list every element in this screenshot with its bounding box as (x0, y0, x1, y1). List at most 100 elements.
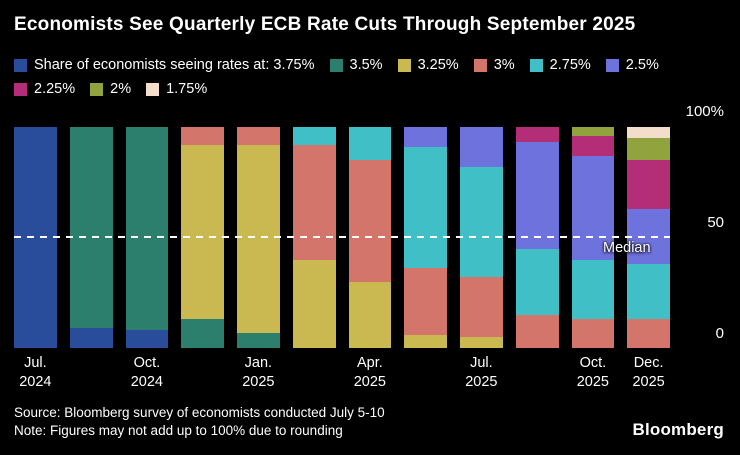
bar-segment-1-75pct (627, 127, 670, 139)
y-tick-100: 100% (685, 103, 724, 120)
legend-swatch-icon (329, 58, 343, 72)
bar-segment-3-25pct (460, 336, 503, 348)
bar-segment-2-75pct (460, 166, 503, 278)
bar-segment-2-25pct (627, 160, 670, 209)
rounding-note: Note: Figures may not add up to 100% due… (14, 423, 343, 438)
stacked-bar-jan-2025 (237, 127, 280, 348)
bar-segment-2-5pct (515, 142, 559, 249)
stacked-bar-dec-2024 (181, 127, 224, 348)
bar-segment-3-75pct (69, 328, 113, 348)
legend-label: 2.5% (625, 57, 659, 73)
bar-segment-2-5pct (460, 127, 503, 167)
legend-label: 3% (493, 57, 515, 73)
x-tick-label (516, 354, 559, 392)
bar-segment-2-5pct (571, 155, 615, 260)
legend: Share of economists seeing rates at: 3.7… (14, 57, 730, 105)
bar-segment-3pct (181, 127, 224, 145)
legend-label: 2% (110, 81, 132, 97)
chart-title: Economists See Quarterly ECB Rate Cuts T… (14, 14, 636, 35)
y-tick-50: 50 (707, 214, 724, 231)
bar-segment-2-75pct (571, 259, 615, 320)
legend-swatch-icon (14, 58, 27, 72)
x-tick-line: Oct. (579, 355, 607, 371)
stacked-bar-apr-2025 (348, 127, 392, 348)
x-tick-label: Oct. 2025 (572, 354, 615, 392)
bar-segment-2-25pct (571, 135, 615, 156)
bar-segment-3-5pct (237, 332, 280, 348)
legend-item-3pct: 3% (473, 57, 515, 73)
bar-segment-3-5pct (181, 319, 224, 348)
legend-label: 3.25% (417, 57, 459, 73)
stacked-bar-jul-2025 (460, 127, 503, 348)
legend-label: 2.75% (549, 57, 591, 73)
legend-label: 1.75% (166, 81, 208, 97)
bar-segment-3pct (515, 314, 559, 348)
x-tick-label (404, 354, 447, 392)
bar-segment-2-75pct (292, 127, 336, 145)
x-tick-line: 2025 (465, 374, 498, 390)
legend-item-3-75pct: Share of economists seeing rates at: 3.7… (14, 57, 315, 73)
x-tick-line: Jan. (244, 355, 273, 371)
stacked-bar-oct-2025 (571, 127, 615, 348)
stacked-bar-jun-2025 (404, 127, 447, 348)
x-tick-line: 2024 (130, 374, 163, 390)
legend-swatch-icon (14, 82, 27, 96)
x-axis-labels: Jul. 2024 Oct. 2024 Jan. 2025 Apr. 2025 Jul. 2025… (14, 354, 670, 392)
bar-segment-3-25pct (237, 144, 280, 333)
bar-segment-3pct (348, 160, 392, 282)
x-tick-line: 2025 (632, 374, 665, 390)
median-line (14, 236, 670, 238)
stacked-bar-mar-2025 (292, 127, 336, 348)
stacked-bar-oct-2024 (125, 127, 169, 348)
bar-segment-3-5pct (125, 127, 169, 331)
bar-segment-3pct (460, 277, 503, 337)
x-tick-line: 2025 (576, 374, 609, 390)
bar-segment-2-75pct (627, 264, 670, 320)
x-tick-line: Dec. (633, 355, 664, 371)
legend-item-3-25pct: 3.25% (397, 57, 459, 73)
legend-item-3-5pct: 3.5% (329, 57, 383, 73)
legend-swatch-icon (605, 58, 619, 72)
x-tick-label: Dec. 2025 (627, 354, 670, 392)
legend-item-1-75pct: 1.75% (146, 81, 207, 97)
bar-segment-3-25pct (292, 259, 336, 348)
legend-item-2-75pct: 2.75% (529, 57, 591, 73)
x-tick-label: Jul. 2025 (460, 354, 503, 392)
stacked-bar-sep-2024 (69, 127, 113, 348)
x-tick-line: 2025 (353, 374, 386, 390)
source-note: Source: Bloomberg survey of economists c… (14, 405, 385, 420)
bar-segment-2-75pct (515, 248, 559, 315)
bar-segment-3-25pct (404, 334, 447, 348)
x-tick-label: Jul. 2024 (14, 354, 57, 392)
bar-segment-3pct (237, 127, 280, 145)
bar-segment-2-75pct (404, 146, 447, 269)
legend-label: 3.5% (349, 57, 383, 73)
median-label: Median (603, 240, 651, 256)
bar-segment-2-75pct (348, 127, 392, 161)
legend-item-2-5pct: 2.5% (605, 57, 659, 73)
bar-segment-2pct (627, 138, 670, 161)
x-tick-line: Jul. (470, 355, 493, 371)
x-tick-label: Oct. 2024 (126, 354, 169, 392)
bar-segment-2-5pct (404, 127, 447, 147)
legend-swatch-icon (473, 58, 487, 72)
legend-swatch-icon (397, 58, 411, 72)
y-tick-0: 0 (715, 325, 724, 342)
bar-segment-2-25pct (515, 127, 559, 143)
x-tick-line: 2025 (242, 374, 275, 390)
stacked-bar-sep-2025 (515, 127, 559, 348)
x-tick-label (293, 354, 336, 392)
legend-item-2pct: 2% (90, 81, 131, 97)
legend-row: 2.25% 2% 1.75% (14, 81, 730, 97)
x-tick-line: 2024 (19, 374, 52, 390)
x-tick-line: Oct. (133, 355, 161, 371)
bar-segment-3-5pct (69, 127, 113, 329)
bar-segment-3pct (404, 268, 447, 335)
legend-item-2-25pct: 2.25% (14, 81, 75, 97)
legend-swatch-icon (529, 58, 543, 72)
x-tick-line: Jul. (24, 355, 47, 371)
x-tick-label: Jan. 2025 (237, 354, 280, 392)
x-tick-label (70, 354, 113, 392)
legend-label: Share of economists seeing rates at: 3.7… (34, 57, 315, 73)
